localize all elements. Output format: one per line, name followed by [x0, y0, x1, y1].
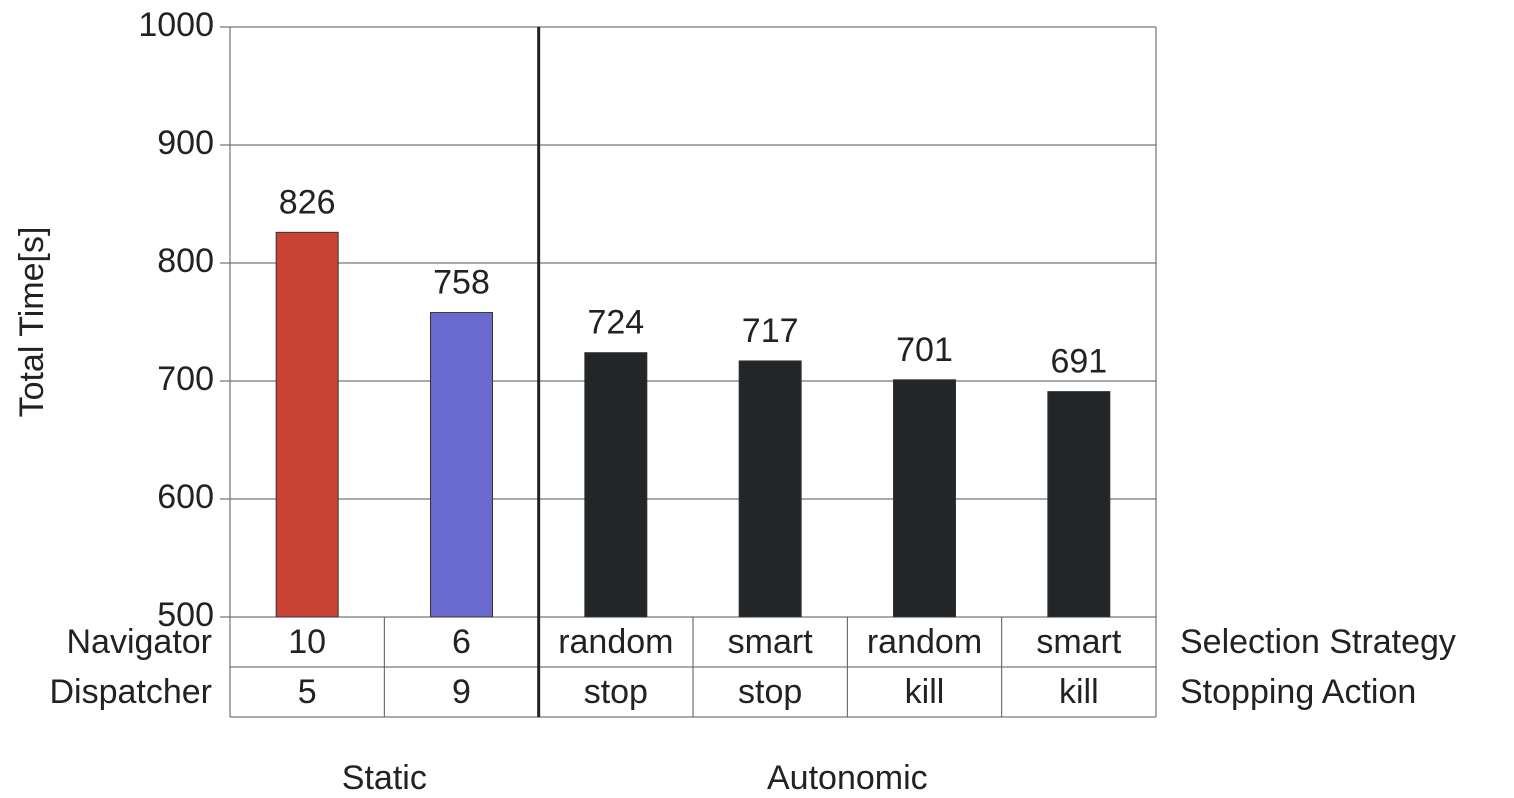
value-label: 691 — [1050, 343, 1107, 381]
row-right-label: Stopping Action — [1180, 673, 1416, 711]
y-tick-label: 700 — [157, 360, 214, 398]
row-label: Navigator — [66, 623, 212, 661]
y-tick-label: 900 — [157, 124, 214, 162]
value-label: 826 — [279, 183, 336, 221]
value-label: 724 — [587, 304, 644, 342]
y-tick-label: 500 — [157, 596, 214, 634]
table-cell: stop — [584, 673, 648, 711]
table-cell: kill — [1059, 673, 1099, 711]
table-cell: smart — [728, 623, 814, 661]
value-label: 717 — [742, 312, 799, 350]
bar — [584, 352, 648, 618]
table-cell: 6 — [452, 623, 471, 661]
table-cell: random — [867, 623, 982, 661]
table-cell: 5 — [298, 673, 317, 711]
table-cell: random — [558, 623, 673, 661]
y-axis-label: Total Time[s] — [13, 227, 51, 418]
row-right-label: Selection Strategy — [1180, 623, 1456, 661]
bar — [893, 379, 956, 618]
group-label: Autonomic — [767, 759, 928, 797]
table-cell: kill — [905, 673, 945, 711]
y-tick-label: 600 — [157, 478, 214, 516]
bar — [275, 231, 339, 618]
value-label: 758 — [433, 264, 490, 302]
table-cell: 9 — [452, 673, 471, 711]
y-tick-label: 1000 — [138, 6, 214, 44]
bar — [738, 360, 802, 618]
bar — [430, 312, 493, 618]
table-cell: 10 — [288, 623, 326, 661]
table-cell: smart — [1036, 623, 1122, 661]
value-label: 701 — [896, 331, 953, 369]
row-label: Dispatcher — [49, 673, 212, 711]
y-tick-label: 800 — [157, 242, 214, 280]
table-cell: stop — [738, 673, 802, 711]
bar — [1047, 391, 1111, 618]
group-label: Static — [342, 759, 427, 797]
